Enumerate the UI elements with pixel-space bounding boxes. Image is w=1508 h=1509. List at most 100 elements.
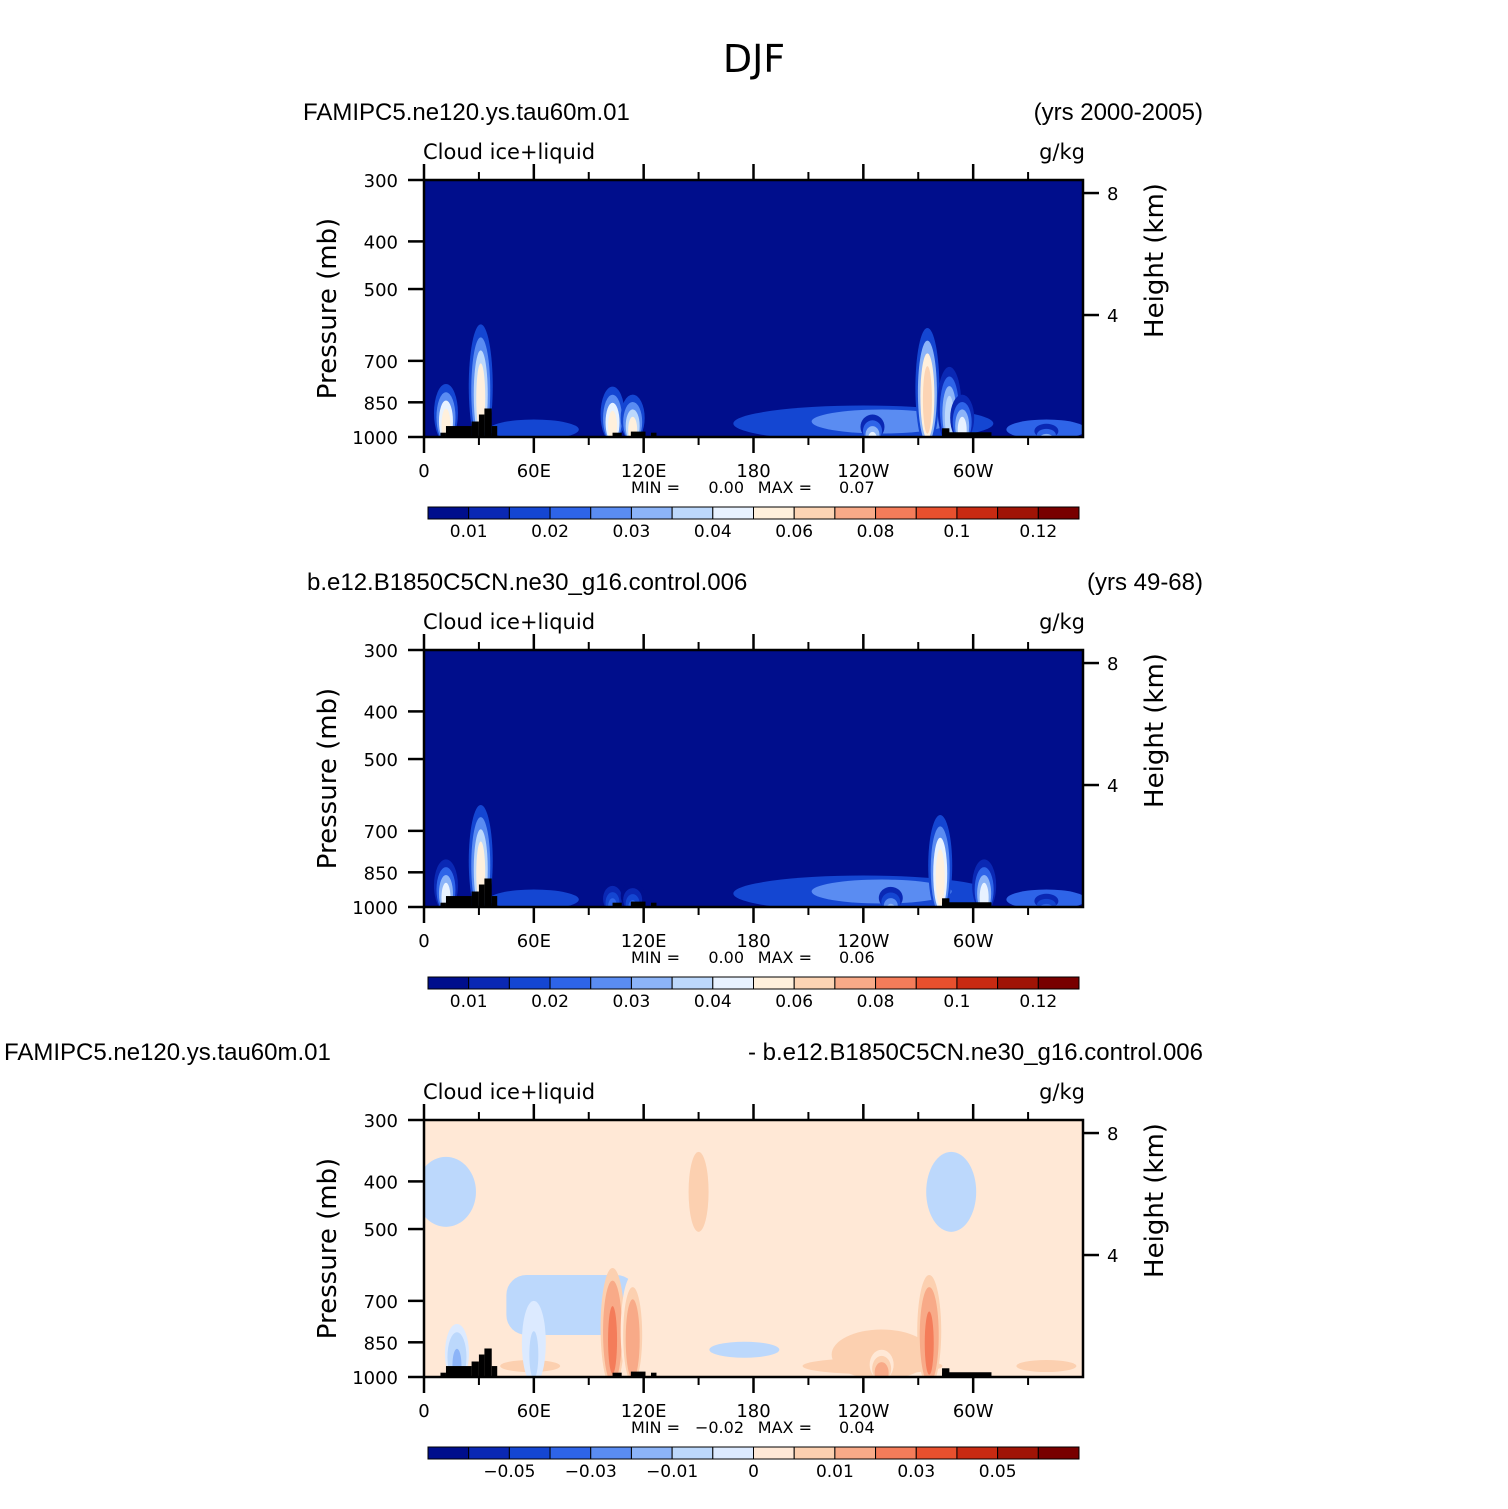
panel-3: FAMIPC5.ne120.ys.tau60m.01 - b.e12.B1850C… xyxy=(4,1039,1203,1482)
terrain-block xyxy=(612,902,622,907)
variable-name: Cloud ice+liquid xyxy=(423,1080,595,1104)
y-tick-label: 400 xyxy=(364,232,398,253)
y-tick-label: 1000 xyxy=(352,898,398,919)
max-value: 0.06 xyxy=(839,948,875,967)
feature-contour xyxy=(608,410,618,437)
colorbar-label: 0.12 xyxy=(1019,992,1057,1012)
colorbar-swatch xyxy=(549,506,592,520)
y2-axis-label: Height (km) xyxy=(1140,1123,1170,1278)
x-tick-label: 60W xyxy=(953,461,994,482)
feature-contour xyxy=(608,1306,618,1374)
terrain-block xyxy=(491,1366,498,1377)
colorbar-swatch xyxy=(834,1446,877,1460)
min-value: 0.00 xyxy=(708,478,744,497)
colorbar-label: −0.03 xyxy=(565,1462,617,1482)
colorbar-swatch xyxy=(793,976,836,990)
y-tick-label: 300 xyxy=(364,641,398,662)
y2-tick-label: 8 xyxy=(1107,184,1118,205)
y-tick-label: 500 xyxy=(364,1220,398,1241)
x-tick-label: 120W xyxy=(837,1401,889,1422)
positive-region xyxy=(688,1151,709,1232)
colorbar-label: 0.02 xyxy=(531,522,569,542)
x-tick-label: 60W xyxy=(953,1401,994,1422)
colorbar-swatch xyxy=(875,1446,917,1460)
units-label: g/kg xyxy=(1039,1080,1085,1104)
y-axis-label: Pressure (mb) xyxy=(313,688,343,869)
colorbar-swatch xyxy=(712,506,754,520)
panel-right-title: (yrs 2000-2005) xyxy=(1034,99,1203,126)
colorbar-label: 0.03 xyxy=(897,1462,935,1482)
colorbar-swatch xyxy=(834,506,877,520)
colorbar-label: 0.12 xyxy=(1019,522,1057,542)
y-tick-label: 1000 xyxy=(352,428,398,449)
feature-contour xyxy=(1042,909,1051,917)
terrain-block xyxy=(630,901,646,907)
feature-contour xyxy=(886,903,895,907)
negative-region xyxy=(926,1151,977,1232)
terrain-block xyxy=(650,902,657,907)
panel-2: b.e12.B1850C5CN.ne30_g16.control.006 (yrs… xyxy=(307,569,1203,1012)
negative-region xyxy=(424,1156,476,1227)
colorbar-swatch xyxy=(671,1446,714,1460)
terrain-block xyxy=(942,1372,992,1377)
colorbar-label: 0.04 xyxy=(694,992,732,1012)
panel-left-title: FAMIPC5.ne120.ys.tau60m.01 xyxy=(4,1039,331,1066)
min-label: MIN = xyxy=(631,948,680,967)
colorbar-label: 0.03 xyxy=(613,522,651,542)
colorbar-swatch xyxy=(427,1446,470,1460)
terrain-block xyxy=(484,1348,492,1377)
colorbar-label: −0.01 xyxy=(646,1462,698,1482)
terrain-block xyxy=(440,902,446,907)
colorbar-label: 0.06 xyxy=(775,522,813,542)
colorbar-swatch xyxy=(753,506,795,520)
x-tick-label: 120E xyxy=(621,461,667,482)
colorbar-swatch xyxy=(997,506,1039,520)
terrain-block xyxy=(491,896,498,907)
y-tick-label: 700 xyxy=(364,1292,398,1313)
feature-contour xyxy=(924,1311,934,1375)
feature-contour xyxy=(922,366,932,434)
terrain-block xyxy=(471,421,479,437)
y-tick-label: 300 xyxy=(364,1111,398,1132)
terrain-block xyxy=(630,431,646,437)
colorbar-swatch xyxy=(915,976,958,990)
colorbar-swatch xyxy=(427,506,470,520)
panel-right-title: - b.e12.B1850C5CN.ne30_g16.control.006 xyxy=(748,1039,1203,1066)
feature-contour xyxy=(868,431,877,437)
y-axis-label: Pressure (mb) xyxy=(313,1158,343,1339)
colorbar-swatch xyxy=(915,506,958,520)
y-tick-label: 850 xyxy=(364,863,398,884)
x-tick-label: 120W xyxy=(837,931,889,952)
colorbar-swatch xyxy=(549,976,592,990)
max-value: 0.04 xyxy=(839,1418,875,1437)
panel-left-title: b.e12.B1850C5CN.ne30_g16.control.006 xyxy=(307,569,747,596)
terrain-block xyxy=(942,432,992,437)
colorbar-label: 0.08 xyxy=(857,522,895,542)
panel-left-title: FAMIPC5.ne120.ys.tau60m.01 xyxy=(303,99,630,126)
panel-1: FAMIPC5.ne120.ys.tau60m.01 (yrs 2000-2005… xyxy=(303,99,1203,542)
field-background xyxy=(424,650,1083,907)
variable-name: Cloud ice+liquid xyxy=(423,610,595,634)
y2-tick-label: 4 xyxy=(1107,1246,1118,1267)
terrain-block xyxy=(630,1371,646,1377)
colorbar-swatch xyxy=(1037,976,1080,990)
colorbar-swatch xyxy=(468,1446,510,1460)
terrain-block xyxy=(942,902,992,907)
colorbar-label: 0.01 xyxy=(450,522,488,542)
terrain-block xyxy=(478,414,485,437)
colorbar-swatch xyxy=(630,506,673,520)
feature-contour xyxy=(1039,433,1053,437)
colorbar-swatch xyxy=(427,976,470,990)
feature-contour xyxy=(628,1311,638,1375)
x-tick-label: 60W xyxy=(953,931,994,952)
x-tick-label: 120E xyxy=(621,931,667,952)
terrain-block xyxy=(440,1372,446,1377)
colorbar-label: 0.03 xyxy=(613,992,651,1012)
terrain-block xyxy=(478,1354,485,1377)
colorbar-swatch xyxy=(956,506,999,520)
colorbar-swatch xyxy=(590,976,632,990)
min-value: −0.02 xyxy=(695,1418,744,1437)
terrain-block xyxy=(445,896,472,907)
contour-field xyxy=(424,1120,1083,1377)
